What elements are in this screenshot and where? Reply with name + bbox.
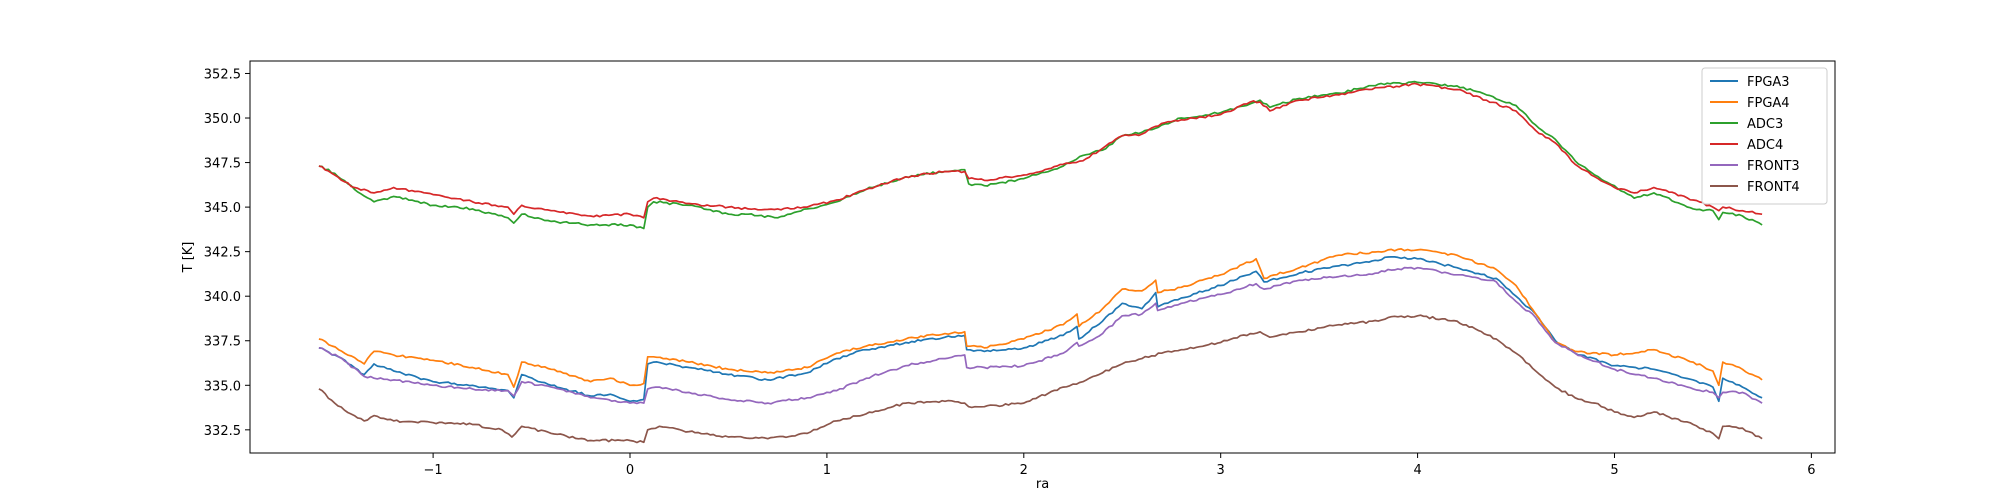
series-line-adc3 [318,80,1763,230]
x-tick-label: 1 [823,463,831,478]
plot-area [318,80,1763,444]
legend-entry-label: FRONT3 [1747,159,1800,174]
series-line-adc4 [318,82,1763,219]
x-axis: −1 0 1 2 3 4 5 6 [424,453,1816,478]
y-tick-label: 352.5 [204,67,241,82]
y-tick-label: 347.5 [204,157,241,172]
x-tick-label: 2 [1020,463,1028,478]
series-line-front3 [318,266,1763,405]
legend-entry-label: ADC3 [1747,117,1783,132]
y-tick-label: 337.5 [204,335,241,350]
y-tick-label: 342.5 [204,246,241,261]
y-tick-label: 345.0 [204,201,241,216]
x-tick-label: 0 [626,463,634,478]
axes-frame [249,60,1836,454]
y-tick-label: 335.0 [204,379,241,394]
series-line-fpga4 [318,248,1763,388]
x-tick-label: −1 [424,463,443,478]
legend-entry-label: FPGA4 [1747,96,1790,111]
x-tick-label: 6 [1807,463,1815,478]
y-axis-label: T [K] [181,242,196,274]
legend-entry-label: FRONT4 [1747,180,1800,195]
legend-entry-label: FPGA3 [1747,75,1790,90]
y-tick-label: 350.0 [204,112,241,127]
series-line-fpga3 [318,256,1763,403]
x-tick-label: 5 [1610,463,1618,478]
axes-spine [249,60,1836,454]
legend: FPGA3 FPGA4 ADC3 ADC4 FRONT3 FRONT4 [1701,67,1828,205]
y-tick-label: 340.0 [204,290,241,305]
y-tick-label: 332.5 [204,424,241,439]
x-axis-label: ra [1036,477,1049,492]
legend-entry-label: ADC4 [1747,138,1783,153]
y-axis: 332.5 335.0 337.5 340.0 342.5 345.0 347.5 350.0… [204,67,250,439]
x-tick-label: 4 [1413,463,1421,478]
series-line-front4 [318,314,1763,444]
x-tick-label: 3 [1217,463,1225,478]
